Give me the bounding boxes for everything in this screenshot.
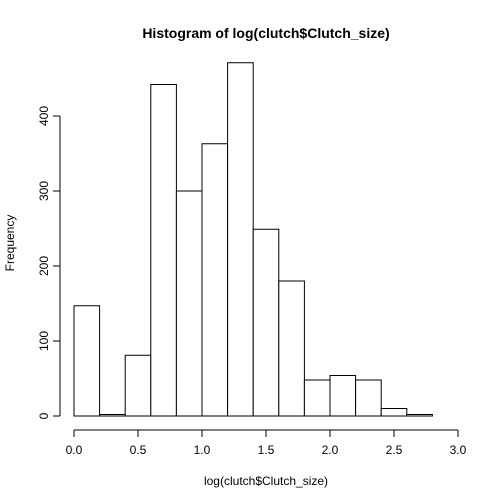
y-tick-label-1: 100 <box>37 331 51 351</box>
y-tick-label-0: 0 <box>37 412 51 419</box>
x-axis-label: log(clutch$Clutch_size) <box>204 474 328 488</box>
x-axis: 0.0 0.5 1.0 1.5 2.0 2.5 3.0 <box>66 430 467 457</box>
y-axis: 0 100 200 300 400 <box>37 106 60 420</box>
x-tick-label-4: 2.0 <box>322 443 339 457</box>
x-tick-label-0: 0.0 <box>66 443 83 457</box>
histogram-bar-1 <box>100 415 126 417</box>
histogram-bar-7 <box>253 229 279 416</box>
x-tick-label-2: 1.0 <box>194 443 211 457</box>
y-tick-label-3: 300 <box>37 181 51 201</box>
histogram-bar-9 <box>304 380 330 416</box>
x-tick-label-3: 1.5 <box>258 443 275 457</box>
histogram-bar-12 <box>381 409 407 417</box>
bars-group <box>74 63 432 416</box>
histogram-bar-8 <box>279 281 305 416</box>
histogram-bar-13 <box>407 415 433 417</box>
histogram-bar-6 <box>228 63 254 416</box>
y-tick-label-4: 400 <box>37 106 51 126</box>
histogram-bar-0 <box>74 306 100 416</box>
histogram-bar-10 <box>330 376 356 417</box>
x-tick-label-6: 3.0 <box>450 443 467 457</box>
histogram-bar-2 <box>125 355 151 416</box>
x-tick-label-5: 2.5 <box>386 443 403 457</box>
chart-title: Histogram of log(clutch$Clutch_size) <box>142 25 389 41</box>
x-tick-label-1: 0.5 <box>130 443 147 457</box>
histogram-bar-3 <box>151 85 177 417</box>
histogram-bar-5 <box>202 144 228 416</box>
histogram-bar-4 <box>176 191 202 416</box>
histogram-bar-11 <box>356 380 382 416</box>
y-axis-label: Frequency <box>3 215 17 272</box>
y-tick-label-2: 200 <box>37 256 51 276</box>
